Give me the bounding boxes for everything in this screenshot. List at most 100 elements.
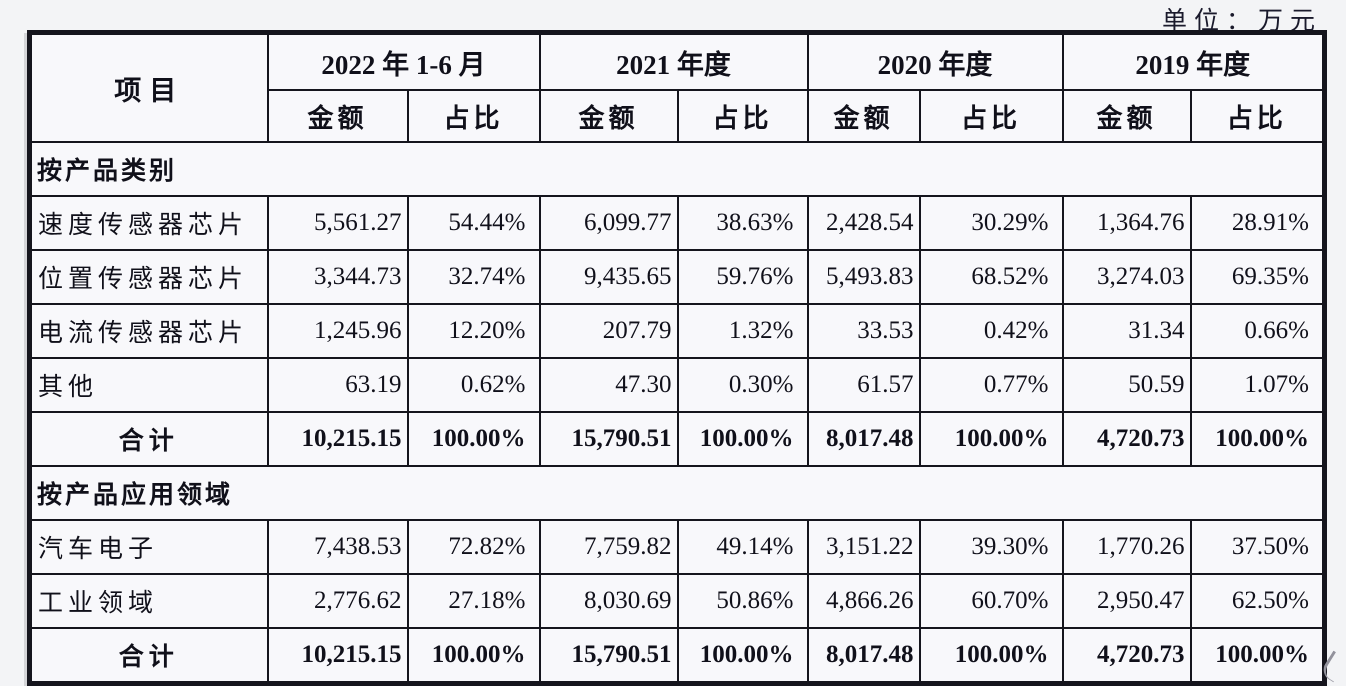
ratio-cell: 0.66% (1189, 303, 1326, 359)
data-row: 速度传感器芯片 5,561.27 54.44% 6,099.77 38.63% 2,428… (28, 195, 1326, 251)
amount-cell: 10,215.15 (266, 627, 409, 685)
amount-cell: 2,428.54 (806, 195, 921, 251)
amount-cell: 5,561.27 (266, 195, 409, 251)
ratio-cell: 0.77% (918, 357, 1064, 413)
amount-cell: 8,017.48 (806, 627, 921, 685)
amount-cell: 2,950.47 (1061, 573, 1192, 629)
amount-cell: 5,493.83 (806, 249, 921, 305)
ratio-header: 占比 (406, 89, 541, 143)
amount-cell: 1,245.96 (266, 303, 409, 359)
amount-header: 金额 (266, 89, 409, 143)
amount-header: 金额 (806, 89, 921, 143)
amount-cell: 6,099.77 (538, 195, 679, 251)
data-row: 工业领域 2,776.62 27.18% 8,030.69 50.86% 4,866.26… (28, 573, 1326, 629)
ratio-cell: 1.32% (676, 303, 809, 359)
ratio-cell: 100.00% (676, 627, 809, 685)
amount-cell: 2,776.62 (266, 573, 409, 629)
ratio-cell: 38.63% (676, 195, 809, 251)
ratio-cell: 62.50% (1189, 573, 1326, 629)
amount-cell: 4,720.73 (1061, 411, 1192, 467)
ratio-cell: 39.30% (918, 519, 1064, 575)
amount-cell: 207.79 (538, 303, 679, 359)
ratio-cell: 0.42% (918, 303, 1064, 359)
amount-cell: 10,215.15 (266, 411, 409, 467)
ratio-cell: 69.35% (1189, 249, 1326, 305)
amount-cell: 31.34 (1061, 303, 1192, 359)
ratio-cell: 1.07% (1189, 357, 1326, 413)
amount-cell: 7,438.53 (266, 519, 409, 575)
ratio-cell: 100.00% (1189, 411, 1326, 467)
ratio-cell: 100.00% (406, 411, 541, 467)
ratio-header: 占比 (1189, 89, 1326, 143)
ratio-cell: 59.76% (676, 249, 809, 305)
total-row: 合计 10,215.15 100.00% 15,790.51 100.00% 8,017.… (28, 411, 1326, 467)
amount-cell: 3,274.03 (1061, 249, 1192, 305)
data-row: 位置传感器芯片 3,344.73 32.74% 9,435.65 59.76% 5,493… (28, 249, 1326, 305)
amount-cell: 63.19 (266, 357, 409, 413)
ratio-cell: 54.44% (406, 195, 541, 251)
amount-cell: 8,017.48 (806, 411, 921, 467)
ratio-cell: 12.20% (406, 303, 541, 359)
amount-cell: 9,435.65 (538, 249, 679, 305)
ratio-cell: 50.86% (676, 573, 809, 629)
section-row: 按产品应用领域 (28, 465, 1326, 521)
period-header-2021: 2021 年度 (538, 31, 809, 91)
amount-cell: 47.30 (538, 357, 679, 413)
period-header-row: 项目 2022 年 1-6 月 2021 年度 2020 年度 2019 年度 (28, 31, 1326, 143)
ratio-cell: 72.82% (406, 519, 541, 575)
amount-cell: 15,790.51 (538, 627, 679, 685)
period-header-2022h1: 2022 年 1-6 月 (266, 31, 541, 91)
ratio-cell: 30.29% (918, 195, 1064, 251)
section-label: 按产品应用领域 (28, 465, 1326, 521)
amount-cell: 3,151.22 (806, 519, 921, 575)
section-label: 按产品类别 (28, 141, 1326, 197)
amount-cell: 7,759.82 (538, 519, 679, 575)
ratio-header: 占比 (676, 89, 809, 143)
row-label: 合计 (28, 627, 269, 685)
row-label: 合计 (28, 411, 269, 467)
row-label: 工业领域 (28, 573, 269, 629)
ratio-cell: 100.00% (918, 627, 1064, 685)
amount-header: 金额 (1061, 89, 1192, 143)
ratio-cell: 28.91% (1189, 195, 1326, 251)
ratio-cell: 100.00% (406, 627, 541, 685)
ratio-cell: 100.00% (676, 411, 809, 467)
row-label: 电流传感器芯片 (28, 303, 269, 359)
section-row: 按产品类别 (28, 141, 1326, 197)
data-row: 汽车电子 7,438.53 72.82% 7,759.82 49.14% 3,151.22… (28, 519, 1326, 575)
amount-cell: 15,790.51 (538, 411, 679, 467)
ratio-cell: 27.18% (406, 573, 541, 629)
row-label: 速度传感器芯片 (28, 195, 269, 251)
amount-cell: 1,364.76 (1061, 195, 1192, 251)
ratio-cell: 60.70% (918, 573, 1064, 629)
amount-cell: 50.59 (1061, 357, 1192, 413)
ratio-cell: 49.14% (676, 519, 809, 575)
row-label: 汽车电子 (28, 519, 269, 575)
amount-cell: 4,866.26 (806, 573, 921, 629)
total-row: 合计 10,215.15 100.00% 15,790.51 100.00% 8,017.… (28, 627, 1326, 685)
row-label: 位置传感器芯片 (28, 249, 269, 305)
corner-header-item: 项目 (28, 31, 269, 143)
ratio-cell: 68.52% (918, 249, 1064, 305)
amount-cell: 8,030.69 (538, 573, 679, 629)
ratio-cell: 37.50% (1189, 519, 1326, 575)
period-header-2019: 2019 年度 (1061, 31, 1326, 91)
row-label: 其他 (28, 357, 269, 413)
ratio-cell: 0.62% (406, 357, 541, 413)
amount-cell: 61.57 (806, 357, 921, 413)
ratio-header: 占比 (918, 89, 1064, 143)
amount-cell: 3,344.73 (266, 249, 409, 305)
sub-header-row: 金额 占比 金额 占比 金额 占比 金额 占比 (30, 89, 1326, 143)
revenue-breakdown-table: 项目 2022 年 1-6 月 2021 年度 2020 年度 2019 年度 … (27, 30, 1327, 686)
ratio-cell: 0.30% (676, 357, 809, 413)
data-row: 其他 63.19 0.62% 47.30 0.30% 61.57 0.77% 50.59 1.0… (28, 357, 1326, 413)
amount-header: 金额 (538, 89, 679, 143)
ratio-cell: 100.00% (918, 411, 1064, 467)
amount-cell: 33.53 (806, 303, 921, 359)
ratio-cell: 32.74% (406, 249, 541, 305)
ratio-cell: 100.00% (1189, 627, 1326, 685)
data-row: 电流传感器芯片 1,245.96 12.20% 207.79 1.32% 33.53 0.4… (28, 303, 1326, 359)
amount-cell: 4,720.73 (1061, 627, 1192, 685)
amount-cell: 1,770.26 (1061, 519, 1192, 575)
period-header-2020: 2020 年度 (806, 31, 1064, 91)
